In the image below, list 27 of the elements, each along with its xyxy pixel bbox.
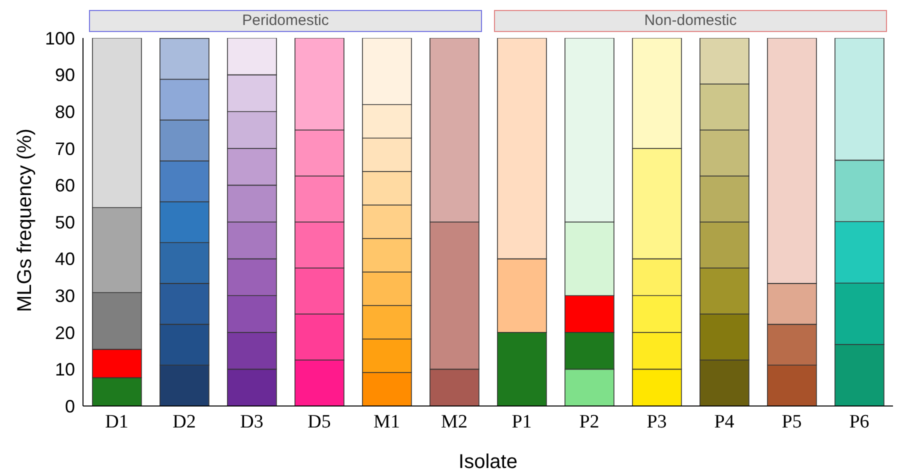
x-tick-label: D2 <box>172 411 196 432</box>
x-tick-label: D3 <box>240 411 264 432</box>
x-tick-label: P6 <box>849 411 870 432</box>
y-tick-label: 70 <box>54 138 75 159</box>
x-tick-label: P3 <box>646 411 667 432</box>
x-tick-label: D5 <box>308 411 331 432</box>
y-tick-label: 20 <box>54 322 75 343</box>
x-axis-title: Isolate <box>458 451 518 473</box>
x-tick-label: P1 <box>512 411 532 432</box>
y-tick-label: 0 <box>64 396 75 416</box>
y-tick-label: 40 <box>54 249 75 270</box>
x-tick-label: M1 <box>374 411 400 432</box>
x-tick-label: M2 <box>441 411 468 432</box>
text: Non-domestic <box>494 10 887 32</box>
y-tick-label: 80 <box>54 102 75 122</box>
x-tick-label: P2 <box>579 411 600 432</box>
text: Peridomestic <box>89 10 482 32</box>
y-tick-label: 30 <box>54 286 75 306</box>
y-tick-label: 60 <box>54 176 75 196</box>
x-tick-label: P4 <box>714 411 735 432</box>
y-tick-label: 90 <box>54 65 75 86</box>
y-tick-label: 50 <box>54 212 75 232</box>
x-tick-label: D1 <box>105 411 128 432</box>
y-tick-label: 10 <box>54 360 75 380</box>
y-axis-title: MLGs frequency (%) <box>14 128 36 312</box>
x-tick-label: P5 <box>782 411 802 432</box>
y-tick-label: 100 <box>44 28 75 48</box>
